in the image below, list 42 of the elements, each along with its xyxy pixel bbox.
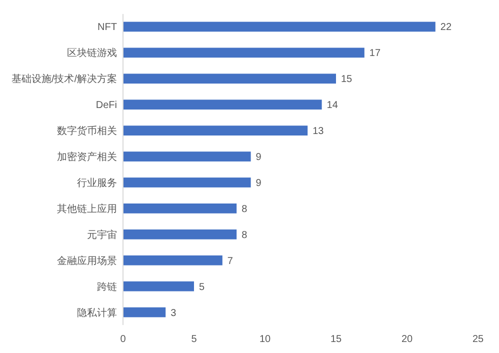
bar xyxy=(123,204,237,214)
data-label: 13 xyxy=(312,126,324,138)
data-label: 9 xyxy=(256,178,262,189)
bar xyxy=(123,74,336,84)
bar xyxy=(123,229,237,240)
y-tick-label: 基础设施/技术/解决方案 xyxy=(11,73,117,86)
data-label: 9 xyxy=(256,152,262,164)
y-tick-label: 数字货币相关 xyxy=(57,125,117,138)
bar xyxy=(123,126,308,136)
bar xyxy=(123,178,251,188)
data-label: 8 xyxy=(242,204,248,215)
y-tick-label: NFT xyxy=(98,22,117,34)
x-tick-label: 20 xyxy=(401,334,413,345)
y-tick-label: 元宇宙 xyxy=(87,228,117,241)
bar xyxy=(123,48,364,58)
y-tick-label: 行业服务 xyxy=(77,176,117,189)
data-label: 17 xyxy=(369,48,381,60)
data-label: 5 xyxy=(199,282,205,293)
y-tick-label: 隐私计算 xyxy=(77,306,117,319)
x-tick-label: 25 xyxy=(472,334,484,345)
x-tick-label: 10 xyxy=(259,334,271,345)
bar xyxy=(123,22,436,32)
data-label: 15 xyxy=(341,74,353,86)
x-tick-label: 0 xyxy=(120,334,126,345)
y-tick-label: 区块链游戏 xyxy=(67,47,117,60)
y-tick-label: 加密资产相关 xyxy=(57,151,117,164)
y-tick-label: 金融应用场景 xyxy=(57,254,117,267)
bar xyxy=(123,152,251,162)
x-tick-label: 15 xyxy=(330,334,342,345)
x-tick-label: 5 xyxy=(191,334,198,345)
y-tick-label: 其他链上应用 xyxy=(57,202,117,215)
data-label: 7 xyxy=(227,256,234,267)
data-label: 8 xyxy=(242,230,248,241)
data-label: 22 xyxy=(440,22,452,34)
bar xyxy=(123,307,166,318)
data-label: 14 xyxy=(326,100,338,112)
bar xyxy=(123,100,322,110)
bar xyxy=(123,281,194,292)
data-label: 3 xyxy=(170,308,177,319)
bar xyxy=(123,255,222,266)
y-tick-label: DeFi xyxy=(96,100,117,112)
y-tick-label: 跨链 xyxy=(97,282,117,293)
